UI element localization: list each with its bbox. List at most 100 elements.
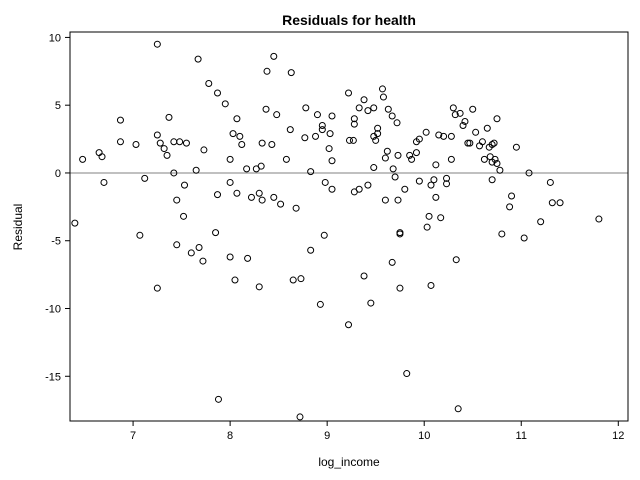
scatter-point <box>370 104 378 112</box>
scatter-point <box>226 155 234 163</box>
scatter-point <box>437 214 445 222</box>
scatter-point <box>221 100 229 108</box>
scatter-point <box>349 136 357 144</box>
scatter-point <box>160 145 168 153</box>
scatter-point <box>71 219 79 227</box>
scatter-point <box>394 196 402 204</box>
scatter-point <box>496 166 504 174</box>
scatter-point <box>255 283 263 291</box>
scatter-point <box>556 199 564 207</box>
scatter-point <box>194 55 202 63</box>
scatter-point <box>132 140 140 148</box>
scatter-point <box>307 246 315 254</box>
scatter-point <box>100 178 108 186</box>
scatter-point <box>488 140 496 148</box>
scatter-point <box>257 162 265 170</box>
scatter-point <box>282 155 290 163</box>
scatter-point <box>173 196 181 204</box>
scatter-point <box>520 234 528 242</box>
scatter-point <box>296 413 304 421</box>
scatter-point <box>153 40 161 48</box>
scatter-point <box>286 126 294 134</box>
scatter-point <box>233 189 241 197</box>
scatter-point <box>508 192 516 200</box>
scatter-point <box>247 193 255 201</box>
scatter-point <box>396 284 404 292</box>
y-axis-label: Residual <box>11 204 25 251</box>
scatter-point <box>236 132 244 140</box>
scatter-point <box>307 168 315 176</box>
scatter-point <box>355 104 363 112</box>
x-tick-label: 9 <box>324 430 330 442</box>
scatter-point <box>488 176 496 184</box>
scatter-point <box>277 200 285 208</box>
scatter-point <box>170 169 178 177</box>
scatter-point <box>212 229 220 237</box>
scatter-point <box>195 244 203 252</box>
scatter-point <box>525 169 533 177</box>
scatter-point <box>379 93 387 101</box>
scatter-point <box>469 105 477 113</box>
scatter-point <box>364 181 372 189</box>
y-tick-label: 5 <box>55 100 61 112</box>
scatter-point <box>156 139 164 147</box>
scatter-point <box>384 105 392 113</box>
scatter-point <box>498 230 506 238</box>
chart-title: Residuals for health <box>282 12 416 28</box>
scatter-point <box>425 212 433 220</box>
points-layer <box>71 40 603 421</box>
scatter-point <box>381 196 389 204</box>
scatter-point <box>367 299 375 307</box>
scatter-point <box>430 176 438 184</box>
scatter-point <box>345 89 353 97</box>
scatter-point <box>116 138 124 146</box>
scatter-point <box>173 241 181 249</box>
scatter-point <box>493 115 501 123</box>
y-tick-label: -15 <box>45 371 61 383</box>
scatter-point <box>401 185 409 193</box>
scatter-point <box>422 128 430 136</box>
scatter-point <box>350 115 358 123</box>
scatter-point <box>176 138 184 146</box>
scatter-point <box>472 128 480 136</box>
scatter-point <box>451 111 459 119</box>
scatter-point <box>491 155 499 163</box>
scatter-point <box>393 119 401 127</box>
scatter-point <box>490 139 498 147</box>
scatter-point <box>360 272 368 280</box>
scatter-point <box>447 132 455 140</box>
scatter-point <box>506 203 514 211</box>
scatter-point <box>244 254 252 262</box>
scatter-point <box>378 85 386 93</box>
scatter-point <box>214 89 222 97</box>
scatter-point <box>270 52 278 60</box>
scatter-point <box>318 122 326 130</box>
scatter-point <box>364 107 372 115</box>
scatter-point <box>263 67 271 75</box>
scatter-point <box>595 215 603 223</box>
scatter-point <box>318 126 326 134</box>
scatter-point <box>289 276 297 284</box>
scatter-point <box>320 231 328 239</box>
scatter-point <box>325 145 333 153</box>
scatter-point <box>153 284 161 292</box>
scatter-point <box>287 69 295 77</box>
scatter-point <box>328 185 336 193</box>
x-tick-label: 8 <box>227 430 233 442</box>
scatter-point <box>313 111 321 119</box>
scatter-point <box>165 113 173 121</box>
y-tick-label: -5 <box>51 236 61 248</box>
scatter-point <box>415 177 423 185</box>
scatter-point <box>79 155 87 163</box>
scatter-point <box>388 258 396 266</box>
scatter-point <box>350 120 358 128</box>
scatter-point <box>406 151 414 159</box>
scatter-point <box>480 155 488 163</box>
scatter-point <box>423 223 431 231</box>
scatter-point <box>454 405 462 413</box>
scatter-point <box>153 131 161 139</box>
scatter-point <box>440 132 448 140</box>
scatter-point <box>302 104 310 112</box>
scatter-point <box>360 96 368 104</box>
scatter-point <box>408 155 416 163</box>
